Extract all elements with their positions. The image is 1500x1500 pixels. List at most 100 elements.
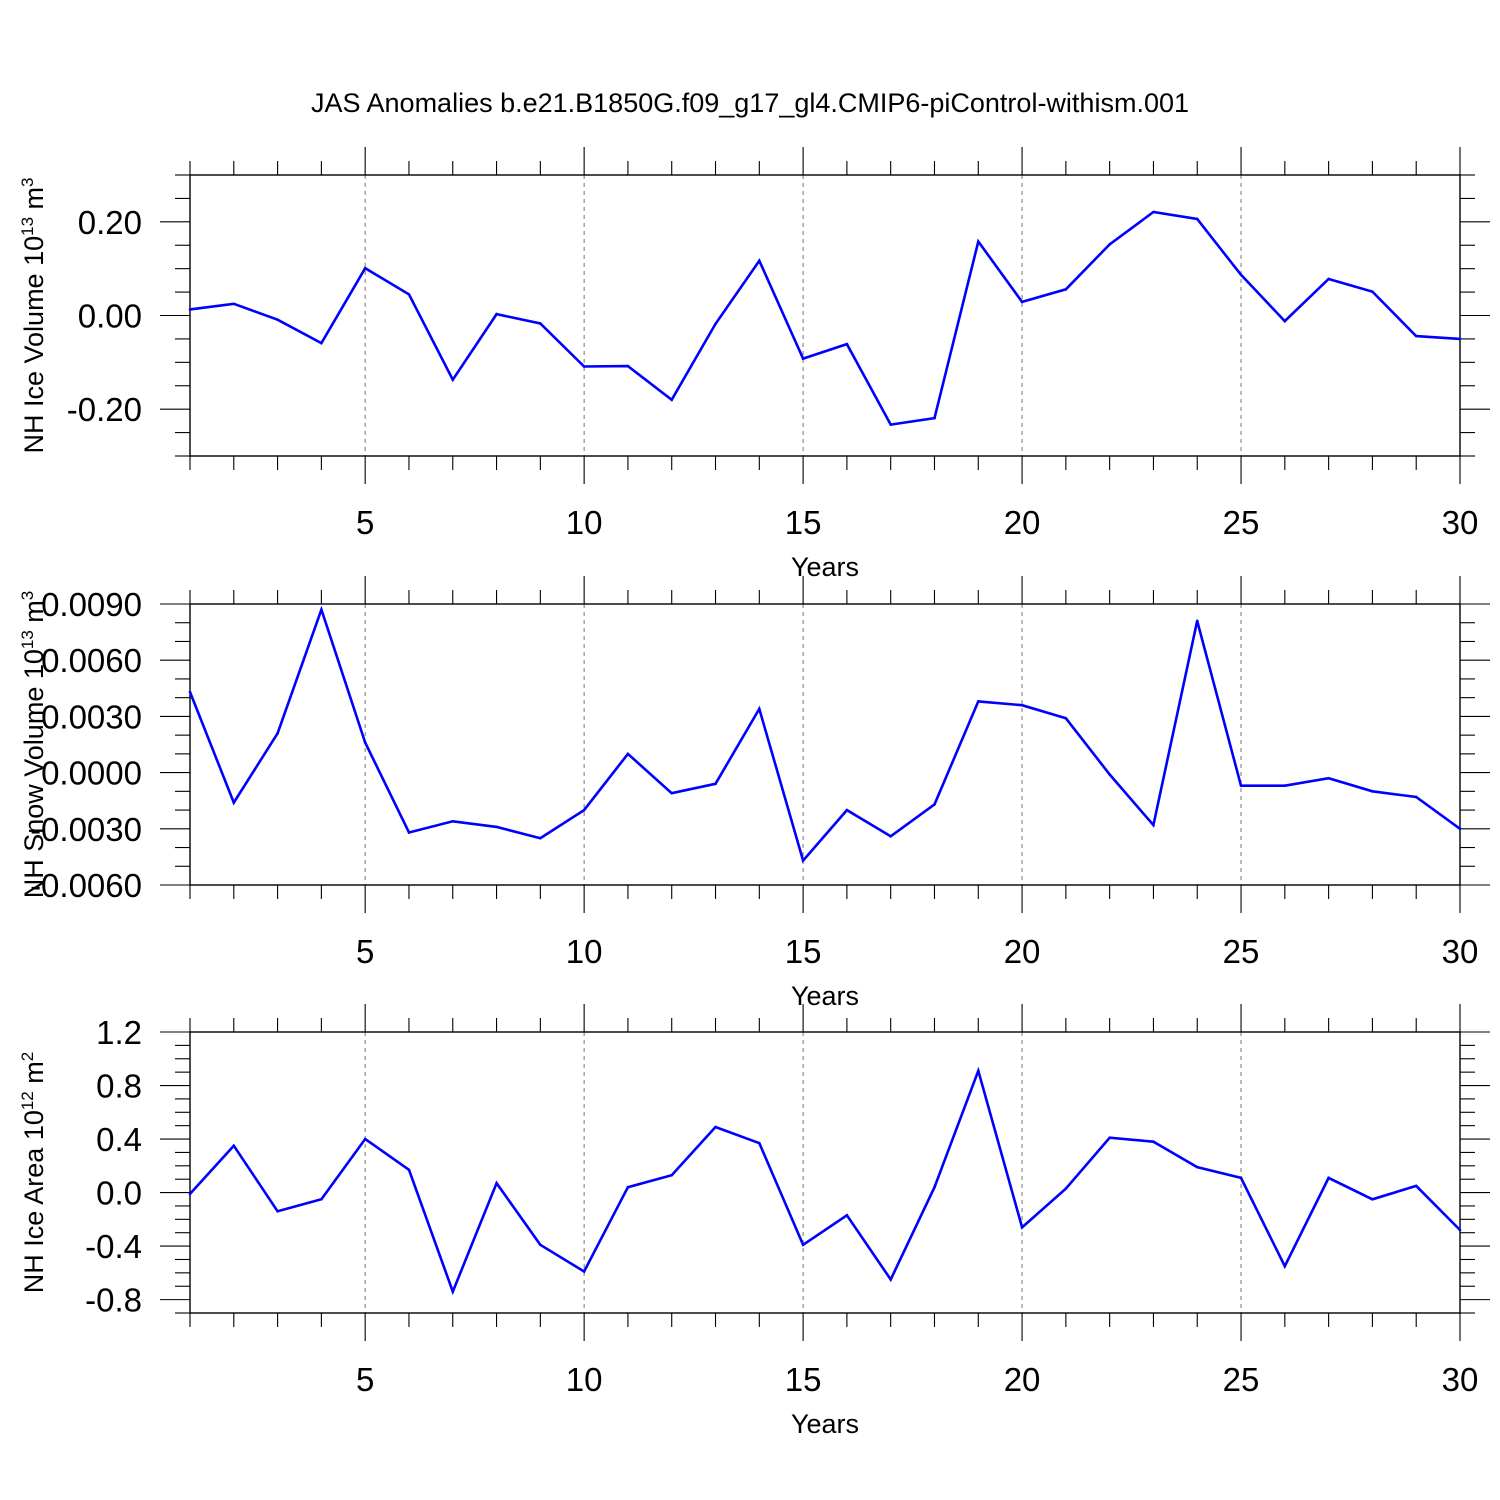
data-point (1108, 1136, 1111, 1140)
data-point (626, 752, 630, 756)
y-tick-label: 0.4 (96, 1121, 142, 1158)
y-axis-title-part: NH Snow Volume 10 (19, 649, 49, 898)
data-point (758, 259, 761, 263)
y-axis-title: NH Snow Volume 1013 m3 (18, 591, 49, 899)
data-point (232, 302, 236, 306)
data-point (582, 808, 586, 812)
data-point (1371, 790, 1374, 793)
data-point (845, 1214, 849, 1217)
data-point (1064, 287, 1068, 291)
x-tick-label: 5 (356, 933, 374, 970)
y-tick-label: 1.2 (96, 1014, 142, 1051)
data-point (1108, 243, 1111, 246)
data-point (1020, 1226, 1024, 1229)
x-tick-label: 15 (785, 1361, 822, 1398)
data-point (320, 608, 323, 611)
y-axis-title: NH Ice Volume 1013 m3 (18, 178, 49, 454)
data-point (1327, 277, 1330, 281)
data-point (933, 416, 936, 420)
data-point (320, 341, 323, 345)
x-tick-label: 20 (1004, 933, 1041, 970)
data-point (714, 1125, 717, 1129)
y-tick-label: 0.00 (78, 298, 142, 335)
data-point (320, 1197, 323, 1201)
x-axis-title: Years (791, 552, 859, 582)
plot-frame (189, 603, 1461, 886)
y-axis-title-superscript: 3 (18, 591, 37, 600)
x-tick-label: 10 (566, 1361, 603, 1398)
data-point (276, 318, 279, 322)
data-point (976, 1069, 980, 1073)
data-point (1283, 1264, 1287, 1268)
panel-1: -0.20 0.00 0.20 5 10 15 20 25 30 Years NH Ice Volu… (18, 147, 1490, 582)
y-axis-title-superscript: 13 (18, 217, 37, 236)
data-point (363, 1137, 367, 1141)
data-point (539, 836, 542, 840)
data-point (582, 365, 586, 368)
y-axis-title-superscript: 13 (18, 630, 37, 649)
data-point (363, 741, 367, 744)
data-point (976, 700, 980, 703)
data-point (407, 831, 411, 834)
y-tick-label: 0.0 (96, 1175, 142, 1212)
data-point (976, 240, 980, 243)
x-tick-label: 15 (785, 504, 822, 541)
data-point (1064, 716, 1068, 720)
data-point (1020, 300, 1024, 304)
y-tick-label: 0.8 (96, 1068, 142, 1105)
y-tick-label: -0.0060 (30, 867, 142, 904)
x-tick-label: 15 (785, 933, 822, 970)
x-tick-label: 20 (1004, 1361, 1041, 1398)
data-point (801, 357, 805, 360)
data-point (626, 1185, 630, 1189)
data-point (714, 782, 717, 786)
data-point (1327, 1176, 1330, 1180)
chart-title: JAS Anomalies b.e21.B1850G.f09_g17_gl4.C… (311, 88, 1189, 118)
data-point (1458, 337, 1462, 341)
data-point (845, 808, 849, 812)
x-tick-label: 20 (1004, 504, 1041, 541)
data-point (1152, 823, 1155, 827)
data-point (232, 801, 236, 804)
data-point (1458, 1228, 1462, 1232)
data-point (714, 322, 717, 326)
data-point (889, 1278, 892, 1281)
x-tick-label: 30 (1442, 1361, 1479, 1398)
y-axis-title-superscript: 12 (18, 1091, 37, 1110)
y-axis-title-part: m (19, 187, 49, 217)
x-tick-label: 30 (1442, 933, 1479, 970)
x-axis-title: Years (791, 1409, 859, 1439)
y-axis-title: NH Ice Area 1012 m2 (18, 1052, 49, 1293)
data-point (276, 1210, 279, 1213)
data-point (1414, 1184, 1418, 1188)
data-point (758, 1141, 761, 1145)
data-point (1195, 1165, 1199, 1169)
data-point (626, 364, 630, 368)
data-point (451, 378, 455, 381)
x-axis-title: Years (791, 981, 859, 1011)
data-point (451, 820, 455, 823)
y-axis-title-superscript: 2 (18, 1052, 37, 1061)
series-line (189, 210, 1461, 427)
data-point (495, 825, 498, 829)
series-line (189, 1066, 1461, 1296)
y-tick-label: -0.4 (85, 1228, 142, 1265)
data-point (1239, 1176, 1243, 1180)
y-tick-label: 0.0000 (41, 755, 142, 792)
data-point (670, 398, 674, 402)
panel-3: -0.8 -0.4 0.0 0.4 0.8 1.2 5 10 15 20 25 30 Years NH I… (18, 1004, 1490, 1439)
data-point (495, 312, 498, 316)
y-tick-label: -0.20 (67, 391, 142, 428)
data-point (1152, 210, 1155, 214)
data-point (1283, 784, 1287, 788)
data-point (1239, 273, 1243, 277)
data-point (933, 803, 936, 806)
data-point (188, 1192, 192, 1196)
data-point (1414, 334, 1418, 338)
data-point (933, 1185, 936, 1189)
x-tick-label: 5 (356, 504, 374, 541)
x-tick-label: 10 (566, 504, 603, 541)
data-point (539, 1243, 542, 1247)
data-point (276, 731, 279, 735)
data-point (539, 322, 542, 325)
